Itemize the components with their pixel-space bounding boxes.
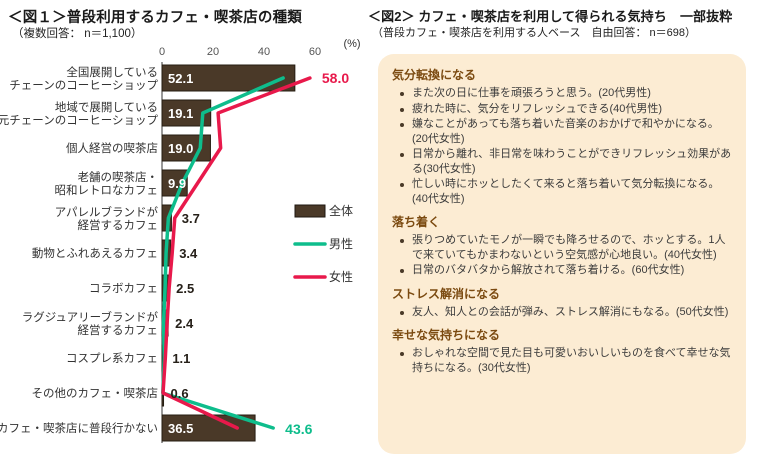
category-label: アパレルブランドが (55, 205, 159, 219)
fig1-title: ＜図１＞普段利用するカフェ・喫茶店の種類 (8, 10, 302, 26)
bullet-dot-icon (400, 269, 404, 274)
legend-label: 女性 (329, 269, 353, 284)
x-axis-tick-label: 60 (309, 46, 321, 58)
category-label: 経営するカフェ (78, 218, 159, 232)
bar-value-label: 9.9 (168, 176, 186, 191)
comment-bullet: おしゃれな空間で見た目も可愛いおいしいものを食べて幸せな気持ちになる。(30代女… (398, 346, 732, 375)
bullet-dot-icon (400, 239, 404, 244)
comment-section-heading: ストレス解消になる (392, 286, 501, 301)
female-line (161, 76, 312, 430)
bar-value-label: 3.7 (182, 211, 200, 226)
bar-value-label: 52.1 (168, 71, 193, 86)
bar-value-label: 19.0 (168, 141, 193, 156)
bullet-dot-icon (400, 123, 404, 128)
fig1-chart: 0 20 40 60 (%) 全国展開しているチェーンのコーヒーショップ地域で展開している… (0, 38, 361, 443)
bar-value-label: 0.6 (171, 386, 189, 401)
comment-text: 友人、知人との会話が弾み、ストレス解消にもなる。(50代女性) (412, 305, 729, 318)
bullet-dot-icon (400, 107, 404, 112)
comment-bullet: また次の日に仕事を頑張ろうと思う。(20代男性) (398, 86, 732, 101)
comment-text: おしゃれな空間で見た目も可愛いおいしいものを食べて幸せな気持ちになる。(30代女… (412, 347, 731, 374)
x-axis-tick-label: 0 (159, 46, 165, 58)
comment-bullet: 張りつめていたモノが一瞬でも降ろせるので、ホッとする。1人で来ていてもかまわない… (398, 233, 732, 262)
legend-label: 全体 (329, 203, 353, 218)
category-label: 全国展開している (66, 65, 158, 79)
x-axis-tick-label: 20 (207, 46, 219, 58)
comment-section: 落ち着く張りつめていたモノが一瞬でも降ろせるので、ホッとする。1人で来ていてもか… (392, 213, 732, 278)
comment-text: 疲れた時に、気分をリフレッシュできる(40代男性) (412, 102, 663, 115)
fig1-subtitle: （複数回答： n＝1,100） (12, 28, 143, 40)
fig2-subtitle: （普段カフェ・喫茶店を利用する人ベース 自由回答： n＝698） (372, 27, 696, 39)
bar-value-label: 2.4 (175, 316, 194, 331)
comment-section-heading: 落ち着く (392, 215, 441, 230)
comment-bullet: 日常のバタバタから解放されて落ち着ける。(60代女性) (398, 263, 732, 278)
category-label: チェーンのコーヒーショップ (9, 79, 158, 92)
comment-bullet: 嫌なことがあっても落ち着いた音楽のおかげで和やかになる。(20代女性) (398, 117, 732, 146)
x-axis-tick-label: 40 (258, 46, 270, 58)
comment-text: 日常から離れ、非日常を味わうことができリフレッシュ効果がある(30代女性) (412, 148, 732, 175)
bar-value-label: 2.5 (176, 281, 194, 296)
category-label: 地域で展開している (55, 101, 158, 114)
bar-value-label: 1.1 (172, 351, 190, 366)
comment-text: 日常のバタバタから解放されて落ち着ける。(60代女性) (412, 264, 685, 277)
fig2-comment-panel: 気分転換になるまた次の日に仕事を頑張ろうと思う。(20代男性) 疲れた時に、気分を… (378, 54, 746, 454)
bullet-dot-icon (400, 153, 404, 158)
comment-bullet: 疲れた時に、気分をリフレッシュできる(40代男性) (398, 102, 732, 117)
bullet-dot-icon (400, 310, 404, 315)
comment-text: 嫌なことがあっても落ち着いた音楽のおかげで和やかになる。(20代女性) (412, 118, 719, 145)
category-label: 個人経営の喫茶店 (66, 141, 158, 155)
line-value-annotation: 43.6 (285, 421, 312, 437)
category-label: その他のカフェ・喫茶店 (32, 386, 159, 400)
legend-label: 男性 (329, 237, 353, 251)
comment-section: ストレス解消になる友人、知人との会話が弾み、ストレス解消にもなる。(50代女性) (392, 285, 732, 320)
category-label: 老舗の喫茶店・ (78, 170, 159, 184)
comment-text: 張りつめていたモノが一瞬でも降ろせるので、ホッとする。1人で来ていてもかまわない… (412, 234, 726, 261)
category-label: コラボカフェ (89, 282, 158, 295)
category-label: ラグジュアリーブランドが (22, 310, 159, 324)
bar-value-label: 3.4 (179, 246, 198, 261)
comment-text: また次の日に仕事を頑張ろうと思う。(20代男性) (412, 87, 651, 99)
comment-section-heading: 気分転換になる (392, 68, 477, 82)
fig2: ＜図2＞ カフェ・喫茶店を利用して得られる気持ち 一部抜粋 （普段カフェ・喫茶店… (364, 0, 760, 463)
fig2-title: ＜図2＞ カフェ・喫茶店を利用して得られる気持ち 一部抜粋 (368, 9, 733, 24)
legend-swatch-total (294, 204, 326, 218)
category-label: 経営するカフェ (78, 323, 159, 337)
bar-value-label: 19.1 (168, 106, 193, 121)
comment-section-heading: 幸せな気持ちになる (392, 328, 501, 343)
bar-total (161, 414, 256, 442)
category-label: 地元チェーンのコーヒーショップ (0, 114, 158, 127)
category-label: 昭和レトロなカフェ (55, 184, 159, 197)
comment-bullet: 友人、知人との会話が弾み、ストレス解消にもなる。(50代女性) (398, 305, 732, 320)
comment-section: 幸せな気持ちになるおしゃれな空間で見た目も可愛いおいしいものを食べて幸せな気持ち… (392, 326, 732, 375)
bar-value-label: 36.5 (168, 421, 193, 436)
category-label: 動物とふれあえるカフェ (32, 246, 158, 260)
bullet-dot-icon (400, 92, 404, 96)
bar-total (161, 64, 296, 92)
comment-section: 気分転換になるまた次の日に仕事を頑張ろうと思う。(20代男性) 疲れた時に、気分を… (392, 66, 732, 206)
comment-bullet: 忙しい時にホッとしたくて来ると落ち着いて気分転換になる。(40代女性) (398, 177, 732, 206)
comment-bullet: 日常から離れ、非日常を味わうことができリフレッシュ効果がある(30代女性) (398, 147, 732, 176)
percent-unit-label: (%) (343, 38, 360, 50)
category-label: カフェ・喫茶店に普段行かない (0, 421, 158, 435)
bullet-dot-icon (400, 183, 404, 188)
comment-text: 忙しい時にホッとしたくて来ると落ち着いて気分転換になる。(40代女性) (412, 178, 720, 205)
category-label: コスプレ系カフェ (66, 352, 158, 365)
line-value-annotation: 58.0 (322, 70, 349, 86)
bullet-dot-icon (400, 352, 404, 357)
